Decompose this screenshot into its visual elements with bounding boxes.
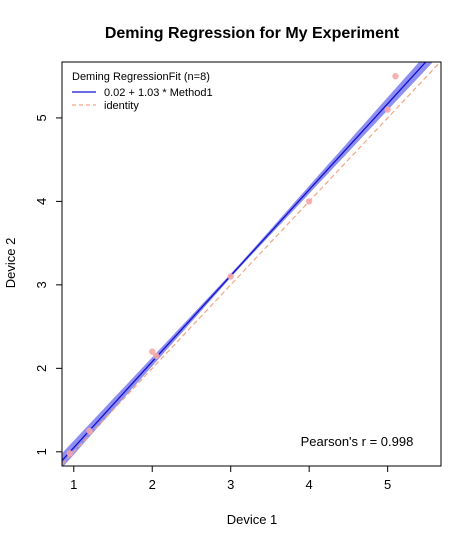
legend-label-regression: 0.02 + 1.03 * Method1 xyxy=(104,87,213,99)
data-point xyxy=(149,348,156,355)
y-tick-label: 2 xyxy=(34,365,49,372)
x-tick-label: 2 xyxy=(149,477,156,492)
data-point xyxy=(384,106,391,113)
plot-frame xyxy=(61,61,442,467)
identity-line xyxy=(62,62,441,465)
confidence-band xyxy=(62,62,433,466)
x-tick-label: 5 xyxy=(384,477,391,492)
pearson-annotation: Pearson's r = 0.998 xyxy=(301,434,414,449)
y-tick-label: 1 xyxy=(34,448,49,455)
y-tick-label: 3 xyxy=(34,281,49,288)
data-point xyxy=(227,273,234,280)
data-point xyxy=(66,450,74,457)
x-axis-title: Device 1 xyxy=(227,512,278,527)
legend: Deming RegressionFit (n=8) 0.02 + 1.03 *… xyxy=(72,71,213,112)
data-point xyxy=(392,72,399,80)
regression-line xyxy=(62,62,427,461)
chart-title: Deming Regression for My Experiment xyxy=(105,25,400,42)
x-tick-label: 1 xyxy=(70,477,77,492)
data-point xyxy=(152,352,160,360)
y-tick-label: 5 xyxy=(34,114,49,121)
plot-content xyxy=(62,62,441,466)
data-point xyxy=(305,198,313,205)
plot-area xyxy=(62,62,441,466)
legend-title: Deming RegressionFit (n=8) xyxy=(72,71,210,83)
data-point xyxy=(86,427,93,435)
x-tick-label: 3 xyxy=(227,477,234,492)
y-axis-title: Device 2 xyxy=(3,238,18,289)
legend-label-identity: identity xyxy=(104,100,139,112)
axes: 1 2 3 4 5 1 2 3 4 5 xyxy=(34,114,391,492)
x-tick-label: 4 xyxy=(306,477,313,492)
y-tick-label: 4 xyxy=(34,198,49,205)
